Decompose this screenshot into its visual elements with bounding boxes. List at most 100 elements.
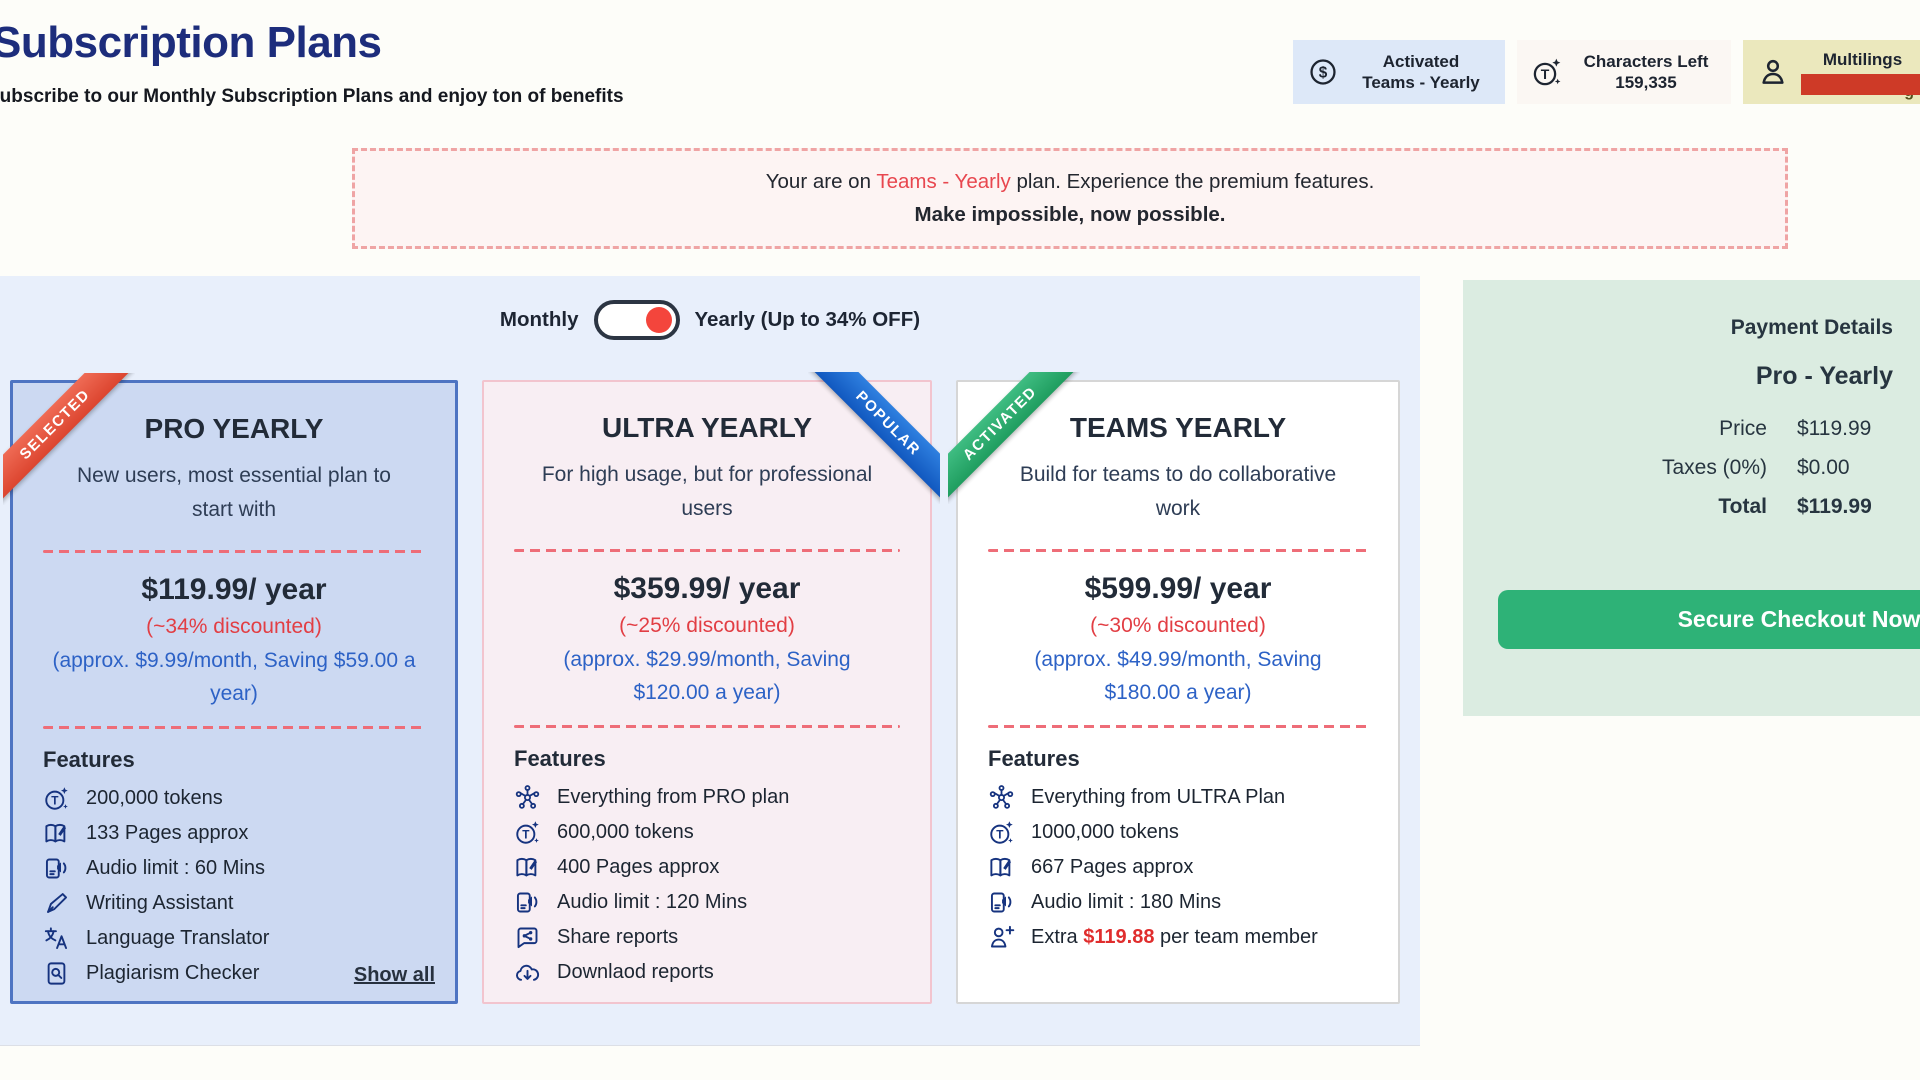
feature-text: 600,000 tokens <box>557 821 694 844</box>
feature-text: Downlaod reports <box>557 961 714 984</box>
badge-line2: Teams - Yearly <box>1362 73 1480 92</box>
feature-row: 400 Pages approx <box>514 854 900 881</box>
divider <box>43 550 425 554</box>
divider <box>514 549 900 553</box>
banner-text-pre: Your are on <box>765 170 877 193</box>
download-icon <box>515 965 540 982</box>
feature-row: Share reports <box>514 924 900 951</box>
payment-row-label: Total <box>1718 495 1767 518</box>
book-icon <box>516 858 539 877</box>
plan-name: PRO YEARLY <box>144 413 324 444</box>
feature-row: 1000,000 tokens <box>988 819 1368 846</box>
feature-text: Audio limit : 120 Mins <box>557 891 748 914</box>
redaction-bar <box>1801 73 1920 95</box>
translate-icon <box>44 927 68 950</box>
book-icon <box>990 858 1013 877</box>
page-subtitle: Subscribe to our Monthly Subscription Pl… <box>0 86 624 107</box>
plan-name: TEAMS YEARLY <box>1069 412 1287 443</box>
badge-line1: Activated <box>1382 51 1460 71</box>
current-plan-banner: Your are on Teams - Yearly plan. Experie… <box>352 148 1788 249</box>
feature-text: 200,000 tokens <box>86 787 223 810</box>
feature-text: 1000,000 tokens <box>1031 821 1179 844</box>
activated-plan-badge: Activated Teams - Yearly <box>1293 40 1505 104</box>
feature-row: Writing Assistant <box>43 890 425 917</box>
plan-approx: (approx. $49.99/month, Saving $180.00 a … <box>1034 648 1322 704</box>
feature-row: Audio limit : 180 Mins <box>988 889 1368 916</box>
payment-title: Payment Details <box>1730 316 1893 339</box>
payment-row-total: Total $119.99 <box>1463 495 1920 519</box>
feature-text: 133 Pages approx <box>86 822 249 845</box>
person-icon <box>1762 59 1784 84</box>
characters-left-badge: Characters Left 159,335 <box>1517 40 1731 104</box>
divider <box>988 725 1368 729</box>
feature-price-highlight: $119.88 <box>1083 926 1155 949</box>
plan-price: $359.99/ year <box>613 572 801 606</box>
payment-row-price: Price $119.99 <box>1463 417 1920 441</box>
yearly-label[interactable]: Yearly (Up to 34% OFF) <box>694 308 921 331</box>
account-badge[interactable]: Multilings g <box>1743 40 1920 104</box>
feature-text-pre: Extra <box>1031 926 1084 949</box>
page-title: Subscription Plans <box>0 18 382 67</box>
feature-row: Language Translator <box>43 925 425 952</box>
audio-icon <box>45 858 67 879</box>
plan-description: For high usage, but for professional use… <box>541 463 873 520</box>
plan-approx: (approx. $29.99/month, Saving $120.00 a … <box>563 648 851 704</box>
banner-tagline: Make impossible, now possible. <box>914 203 1226 226</box>
dollar-circle-icon <box>1310 59 1336 85</box>
feature-row: Extra $119.88 per team member <box>988 924 1368 951</box>
header-badges: Activated Teams - Yearly Characters Left… <box>1293 40 1920 104</box>
divider <box>43 726 425 730</box>
banner-line1: Your are on Teams - Yearly plan. Experie… <box>766 170 1375 194</box>
feature-text: Extra $119.88 per team member <box>1031 926 1318 949</box>
feature-text: Everything from PRO plan <box>557 786 790 809</box>
billing-toggle-row: Monthly Yearly (Up to 34% OFF) <box>0 300 1420 340</box>
audio-icon <box>990 892 1012 913</box>
feature-row: Plagiarism Checker <box>43 960 425 987</box>
token-icon <box>45 786 69 811</box>
plan-card-teams[interactable]: ACTIVATED TEAMS YEARLY Build for teams t… <box>948 372 1400 1004</box>
feature-text: Audio limit : 180 Mins <box>1031 891 1222 914</box>
plan-approx: (approx. $9.99/month, Saving $59.00 a ye… <box>52 649 416 705</box>
show-all-link[interactable]: Show all <box>353 964 435 986</box>
writing-icon <box>47 893 68 914</box>
payment-row-value: $119.99 <box>1797 495 1872 518</box>
payment-plan-name: Pro - Yearly <box>1755 362 1893 390</box>
payment-row-taxes: Taxes (0%) $0.00 <box>1463 456 1920 480</box>
toggle-knob <box>645 307 672 333</box>
payment-details-panel: Payment Details Pro - Yearly Price $119.… <box>1463 280 1920 716</box>
banner-plan-name: Teams - Yearly <box>876 170 1011 193</box>
feature-row: 600,000 tokens <box>514 819 900 846</box>
token-icon <box>516 820 540 845</box>
feature-text: 667 Pages approx <box>1031 856 1194 879</box>
account-name: Multilings <box>1822 50 1903 70</box>
feature-text: Plagiarism Checker <box>86 962 260 985</box>
feature-text: Everything from ULTRA Plan <box>1031 786 1286 809</box>
feature-row: Audio limit : 120 Mins <box>514 889 900 916</box>
monthly-label[interactable]: Monthly <box>499 308 579 331</box>
book-icon <box>45 824 68 843</box>
hub-icon <box>989 785 1014 810</box>
plan-discount: (~30% discounted) <box>1090 614 1266 638</box>
billing-period-toggle[interactable] <box>593 300 680 340</box>
plan-name: ULTRA YEARLY <box>601 412 813 443</box>
features-title: Features <box>514 746 606 772</box>
token-icon <box>1533 57 1562 86</box>
plan-price: $599.99/ year <box>1084 572 1272 606</box>
secure-checkout-button[interactable]: Secure Checkout Now <box>1498 590 1920 649</box>
feature-row: Audio limit : 60 Mins <box>43 855 425 882</box>
plan-discount: (~25% discounted) <box>619 614 795 638</box>
plan-card-ultra[interactable]: POPULAR ULTRA YEARLY For high usage, but… <box>482 372 940 1004</box>
payment-row-label: Price <box>1719 417 1767 440</box>
payment-row-value: $0.00 <box>1797 456 1850 479</box>
share-icon <box>517 927 538 949</box>
features-title: Features <box>988 746 1080 772</box>
badge-line1: Characters Left <box>1583 51 1709 71</box>
feature-row: 667 Pages approx <box>988 854 1368 881</box>
feature-text: Language Translator <box>86 927 270 950</box>
audio-icon <box>516 892 538 913</box>
token-icon <box>990 820 1014 845</box>
feature-text-post: per team member <box>1154 926 1318 949</box>
features-title: Features <box>43 747 135 773</box>
plan-card-pro[interactable]: SELECTED PRO YEARLY New users, most esse… <box>3 373 458 1004</box>
plan-description: Build for teams to do collaborative work <box>1019 463 1337 520</box>
